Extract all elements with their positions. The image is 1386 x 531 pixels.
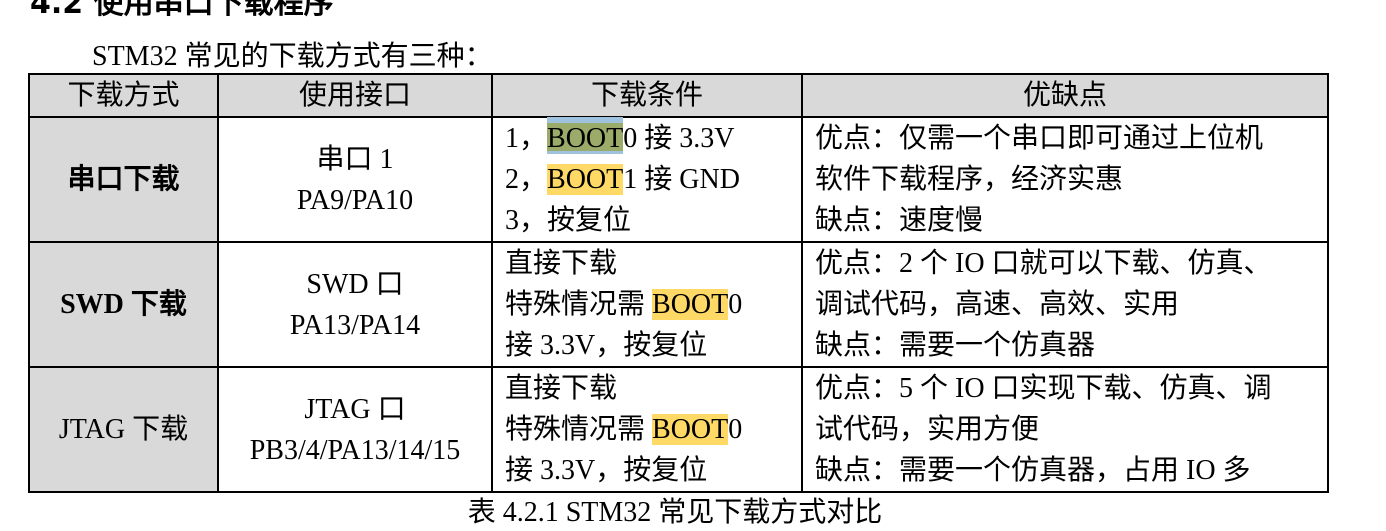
interface-cell: SWD 口 PA13/PA14 [217, 241, 493, 368]
highlighted-text: BOOT [652, 289, 729, 320]
interface-line: 串口 1 [316, 143, 394, 175]
condition-text: 直接下载 [505, 248, 618, 279]
pros-cons-line: 缺点：需要一个仿真器 [815, 330, 1096, 361]
pros-cons-cell: 优点：5 个 IO 口实现下载、仿真、调 试代码，实用方便缺点：需要一个仿真器，占… [801, 366, 1329, 493]
condition-text: 0 [728, 414, 743, 445]
table-header-row: 下载方式 使用接口 下载条件 优缺点 [28, 73, 1329, 118]
pros-cons-line: 软件下载程序，经济实惠 [815, 164, 1124, 195]
interface-cell: JTAG 口 PB3/4/PA13/14/15 [217, 366, 493, 493]
pros-cons-line: 调试代码，高速、高效、实用 [815, 289, 1180, 320]
condition-cell: 直接下载特殊情况需 BOOT0 接 3.3V，按复位 [491, 366, 803, 493]
condition-cell: 直接下载特殊情况需 BOOT0 接 3.3V，按复位 [491, 241, 803, 368]
interface-line: PA9/PA10 [296, 184, 414, 216]
condition-text: 2， [505, 164, 548, 195]
condition-text: 3，按复位 [505, 205, 632, 236]
highlighted-text: BOOT [547, 164, 624, 195]
pros-cons-line: 优点：2 个 IO 口就可以下载、仿真、 [815, 248, 1272, 279]
pros-cons-line: 缺点：需要一个仿真器，占用 IO 多 [815, 455, 1251, 486]
condition-line: 1，BOOT0 接 3.3V [505, 118, 789, 159]
condition-line: 直接下载 [505, 368, 789, 409]
header-cell: 下载方式 [28, 73, 219, 118]
pros-cons-line: 优点：仅需一个串口即可通过上位机 [815, 123, 1264, 154]
condition-text: 直接下载 [505, 373, 618, 404]
mode-cell: 串口下载 [28, 116, 219, 243]
condition-line: 直接下载 [505, 243, 789, 284]
interface-line: PB3/4/PA13/14/15 [249, 434, 461, 466]
condition-text: 接 3.3V，按复位 [505, 455, 708, 486]
condition-text: 1 接 GND [623, 164, 740, 195]
condition-line: 3，按复位 [505, 200, 789, 241]
condition-text: 1， [505, 123, 548, 154]
condition-text: 特殊情况需 [505, 289, 653, 320]
interface-line: PA13/PA14 [289, 309, 421, 341]
table-caption: 表 4.2.1 STM32 常见下载方式对比 [467, 497, 883, 528]
highlighted-text: BOOT [547, 123, 624, 154]
table-row: 串口下载 串口 1 PA9/PA10 1，BOOT0 接 3.3V 2，BOOT1 接 … [28, 116, 1329, 243]
interface-line: SWD 口 [306, 268, 404, 300]
table-row: SWD 下载 SWD 口 PA13/PA14 直接下载特殊情况需 BOOT0 接 3.3… [28, 241, 1329, 368]
condition-line: 接 3.3V，按复位 [505, 325, 789, 366]
condition-text: 接 3.3V，按复位 [505, 330, 708, 361]
condition-text: 0 接 3.3V [623, 123, 735, 154]
pros-cons-cell: 优点：仅需一个串口即可通过上位机 软件下载程序，经济实惠 缺点：速度慢 [801, 116, 1329, 243]
condition-text: 特殊情况需 [505, 414, 653, 445]
condition-text: 0 [728, 289, 743, 320]
condition-line: 接 3.3V，按复位 [505, 450, 789, 491]
condition-line: 特殊情况需 BOOT0 [505, 409, 789, 450]
mode-cell: JTAG 下载 [28, 366, 219, 493]
intro-text: STM32 常见的下载方式有三种： [92, 41, 493, 72]
condition-line: 特殊情况需 BOOT0 [505, 284, 789, 325]
section-heading: 4.2 使用串口下载程序 [30, 0, 334, 21]
pros-cons-line: 缺点：速度慢 [815, 205, 984, 236]
condition-line: 2，BOOT1 接 GND [505, 159, 789, 200]
header-cell: 优缺点 [801, 73, 1329, 118]
header-cell: 使用接口 [217, 73, 493, 118]
highlighted-text: BOOT [652, 414, 729, 445]
pros-cons-line: 优点：5 个 IO 口实现下载、仿真、调 [815, 373, 1272, 404]
table-row: JTAG 下载 JTAG 口 PB3/4/PA13/14/15 直接下载特殊情况需 B… [28, 366, 1329, 493]
pros-cons-cell: 优点：2 个 IO 口就可以下载、仿真、 调试代码，高速、高效、实用 缺点：需要一个… [801, 241, 1329, 368]
header-cell: 下载条件 [491, 73, 803, 118]
interface-cell: 串口 1 PA9/PA10 [217, 116, 493, 243]
condition-cell: 1，BOOT0 接 3.3V 2，BOOT1 接 GND 3，按复位 [491, 116, 803, 243]
download-methods-table: 下载方式 使用接口 下载条件 优缺点 串口下载 串口 1 PA9/PA10 1，BOO… [28, 73, 1329, 493]
pros-cons-line: 试代码，实用方便 [815, 414, 1040, 445]
interface-line: JTAG 口 [304, 393, 406, 425]
mode-cell: SWD 下载 [28, 241, 219, 368]
